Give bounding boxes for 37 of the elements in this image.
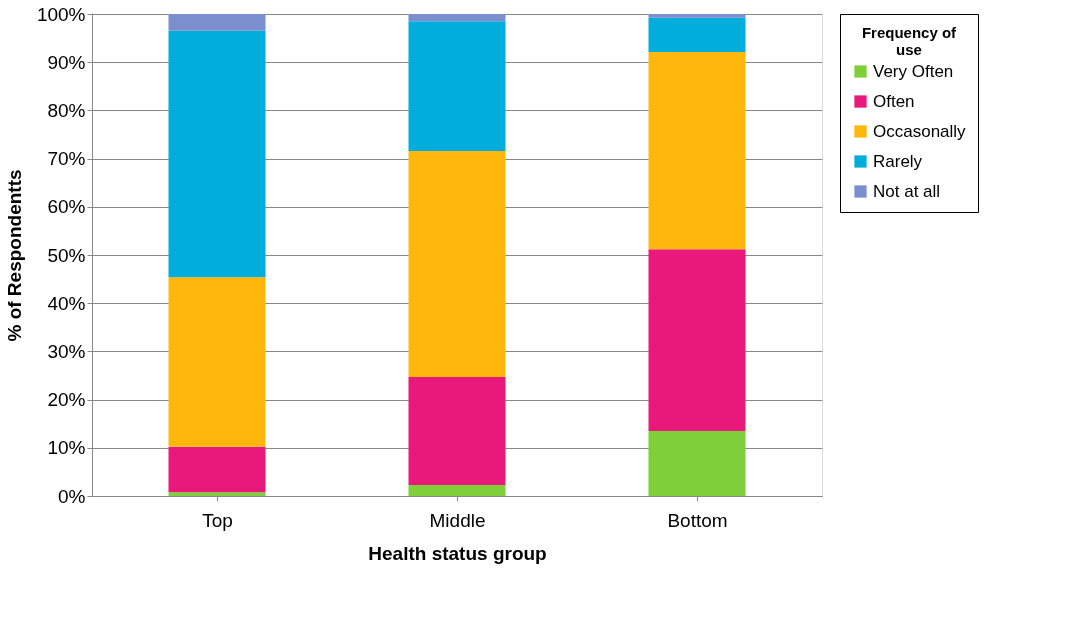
- bar: [648, 17, 746, 53]
- bar: [648, 52, 746, 250]
- bar: [648, 430, 746, 496]
- bar: [168, 30, 266, 278]
- y-tick-label: 0%: [58, 485, 86, 507]
- y-tick-label: 80%: [47, 99, 86, 121]
- legend-label: Occasonally: [873, 121, 967, 141]
- bar: [168, 277, 266, 447]
- bar: [648, 14, 746, 18]
- bar: [408, 150, 506, 377]
- legend-label: Very Often: [873, 61, 954, 81]
- y-tick-label: 20%: [47, 389, 86, 411]
- legend-title: Frequency of use: [861, 24, 958, 58]
- legend-label: Often: [873, 91, 915, 111]
- y-tick-label: 10%: [47, 437, 86, 459]
- bar: [408, 376, 506, 485]
- y-tick-label: 50%: [47, 244, 86, 266]
- bar: [408, 21, 506, 151]
- legend-label: Rarely: [873, 151, 923, 171]
- y-axis-title: % of Respondentts: [3, 169, 25, 342]
- y-tick-label: 100%: [36, 3, 86, 25]
- bar: [408, 14, 506, 22]
- bar: [168, 492, 266, 496]
- x-tick-label: Middle: [429, 509, 486, 531]
- bar: [168, 14, 266, 31]
- bar: [648, 249, 746, 431]
- bar: [408, 484, 506, 496]
- y-tick-label: 60%: [47, 196, 86, 218]
- bar: [168, 446, 266, 493]
- legend-label: Not at all: [873, 181, 941, 201]
- x-axis-title: Health status group: [368, 542, 547, 564]
- y-tick-label: 90%: [47, 51, 86, 73]
- x-tick-label: Bottom: [667, 509, 728, 531]
- x-tick-label: Top: [202, 509, 233, 531]
- y-tick-label: 30%: [47, 340, 86, 362]
- y-tick-label: 70%: [47, 148, 86, 170]
- y-tick-label: 40%: [47, 292, 86, 314]
